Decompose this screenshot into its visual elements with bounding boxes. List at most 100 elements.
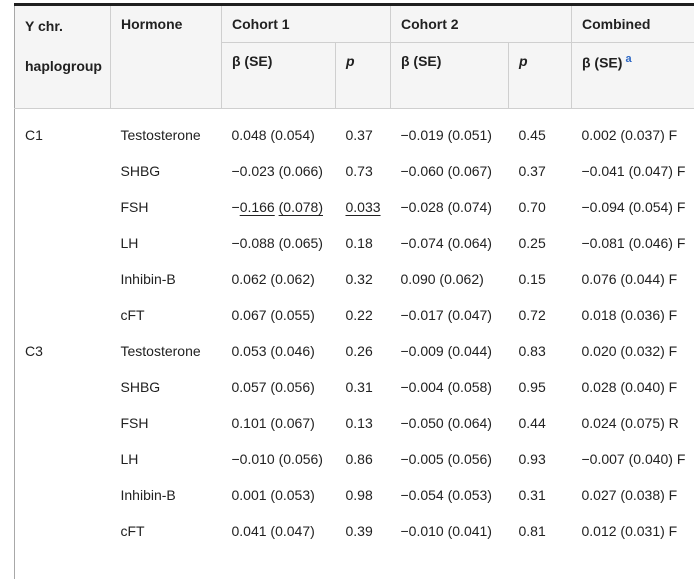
cell-combined-beta: 0.020 (0.032) F — [572, 333, 694, 369]
table-row-clipped — [15, 549, 694, 579]
cell-cohort2-p: 0.25 — [509, 225, 572, 261]
cell-haplogroup: C1 — [15, 109, 111, 153]
cell-cohort1-p: 0.39 — [336, 513, 391, 549]
cell-cohort1-p: 0.98 — [336, 477, 391, 513]
cell-combined-beta: 0.002 (0.037) F — [572, 109, 694, 153]
header-y-chr-haplogroup: Y chr. haplogroup — [15, 5, 111, 109]
cell-cohort2-p: 0.45 — [509, 109, 572, 153]
cell-haplogroup — [15, 153, 111, 189]
cell-cohort2-p: 0.72 — [509, 297, 572, 333]
header-y-chr-line1: Y chr. — [25, 6, 104, 46]
cell-cohort1-beta: 0.062 (0.062) — [222, 261, 336, 297]
cell-hormone: LH — [111, 441, 222, 477]
cell-cohort1-beta: 0.067 (0.055) — [222, 297, 336, 333]
header-cohort2: Cohort 2 — [391, 5, 572, 43]
cell-cohort1-p: 0.32 — [336, 261, 391, 297]
header-cohort1-p: p — [336, 43, 391, 109]
clipped-area — [15, 549, 694, 579]
cell-haplogroup: C3 — [15, 333, 111, 369]
cell-cohort2-p: 0.93 — [509, 441, 572, 477]
cell-hormone: Testosterone — [111, 333, 222, 369]
cell-cohort1-p: 0.033 — [336, 189, 391, 225]
cell-hormone: Inhibin-B — [111, 477, 222, 513]
header-combined-beta-se-label: β (SE) — [582, 55, 622, 71]
cell-hormone: Testosterone — [111, 109, 222, 153]
header-cohort1-beta-se: β (SE) — [222, 43, 336, 109]
cell-cohort1-beta: −0.023 (0.066) — [222, 153, 336, 189]
cell-hormone: LH — [111, 225, 222, 261]
cell-cohort2-p: 0.81 — [509, 513, 572, 549]
cell-cohort2-beta: −0.005 (0.056) — [391, 441, 509, 477]
cell-cohort1-beta: 0.053 (0.046) — [222, 333, 336, 369]
cell-cohort2-beta: −0.010 (0.041) — [391, 513, 509, 549]
cell-cohort1-beta: 0.041 (0.047) — [222, 513, 336, 549]
cell-combined-beta: 0.027 (0.038) F — [572, 477, 694, 513]
cell-haplogroup — [15, 261, 111, 297]
cell-cohort1-beta: 0.101 (0.067) — [222, 405, 336, 441]
cell-combined-beta: −0.007 (0.040) F — [572, 441, 694, 477]
cell-cohort2-beta: −0.050 (0.064) — [391, 405, 509, 441]
cell-cohort1-p: 0.73 — [336, 153, 391, 189]
cell-haplogroup — [15, 405, 111, 441]
cell-cohort1-p: 0.31 — [336, 369, 391, 405]
cell-haplogroup — [15, 297, 111, 333]
header-combined-beta-se: β (SE)a — [572, 43, 694, 109]
cell-cohort1-beta: −0.166 (0.078) — [222, 189, 336, 225]
cell-cohort2-p: 0.31 — [509, 477, 572, 513]
cell-cohort1-p: 0.26 — [336, 333, 391, 369]
table-row: SHBG−0.023 (0.066)0.73−0.060 (0.067)0.37… — [15, 153, 694, 189]
cell-combined-beta: 0.018 (0.036) F — [572, 297, 694, 333]
cell-haplogroup — [15, 441, 111, 477]
header-cohort1: Cohort 1 — [222, 5, 391, 43]
cell-hormone: SHBG — [111, 153, 222, 189]
cell-hormone: Inhibin-B — [111, 261, 222, 297]
cell-cohort2-beta: −0.017 (0.047) — [391, 297, 509, 333]
cell-cohort2-beta: −0.009 (0.044) — [391, 333, 509, 369]
cell-cohort2-beta: −0.054 (0.053) — [391, 477, 509, 513]
cell-cohort2-p: 0.83 — [509, 333, 572, 369]
cell-cohort2-beta: −0.028 (0.074) — [391, 189, 509, 225]
cell-cohort1-beta: 0.001 (0.053) — [222, 477, 336, 513]
cell-haplogroup — [15, 513, 111, 549]
cell-combined-beta: 0.024 (0.075) R — [572, 405, 694, 441]
cell-cohort1-beta: −0.088 (0.065) — [222, 225, 336, 261]
cell-cohort2-p: 0.37 — [509, 153, 572, 189]
cell-cohort1-p: 0.22 — [336, 297, 391, 333]
cell-cohort1-beta: 0.057 (0.056) — [222, 369, 336, 405]
table-row: LH−0.088 (0.065)0.18−0.074 (0.064)0.25−0… — [15, 225, 694, 261]
cell-cohort2-beta: −0.019 (0.051) — [391, 109, 509, 153]
header-hormone: Hormone — [111, 5, 222, 109]
cell-hormone: FSH — [111, 189, 222, 225]
hormone-association-table: Y chr. haplogroup Hormone Cohort 1 Cohor… — [14, 3, 694, 579]
cell-hormone: SHBG — [111, 369, 222, 405]
cell-cohort1-beta: −0.010 (0.056) — [222, 441, 336, 477]
cell-combined-beta: 0.012 (0.031) F — [572, 513, 694, 549]
header-y-chr-line2: haplogroup — [25, 46, 104, 86]
cell-hormone: cFT — [111, 513, 222, 549]
cell-cohort2-p: 0.70 — [509, 189, 572, 225]
cell-combined-beta: −0.081 (0.046) F — [572, 225, 694, 261]
cell-cohort1-p: 0.13 — [336, 405, 391, 441]
cell-cohort1-p: 0.37 — [336, 109, 391, 153]
cell-cohort1-p: 0.18 — [336, 225, 391, 261]
cell-haplogroup — [15, 189, 111, 225]
cell-combined-beta: −0.094 (0.054) F — [572, 189, 694, 225]
cell-hormone: FSH — [111, 405, 222, 441]
table-header: Y chr. haplogroup Hormone Cohort 1 Cohor… — [15, 5, 694, 109]
cell-cohort2-beta: −0.074 (0.064) — [391, 225, 509, 261]
cell-cohort2-p: 0.44 — [509, 405, 572, 441]
cell-cohort2-beta: −0.004 (0.058) — [391, 369, 509, 405]
footnote-a-link[interactable]: a — [625, 53, 631, 65]
cell-cohort2-p: 0.95 — [509, 369, 572, 405]
cell-cohort2-p: 0.15 — [509, 261, 572, 297]
cell-cohort1-beta: 0.048 (0.054) — [222, 109, 336, 153]
cell-haplogroup — [15, 225, 111, 261]
